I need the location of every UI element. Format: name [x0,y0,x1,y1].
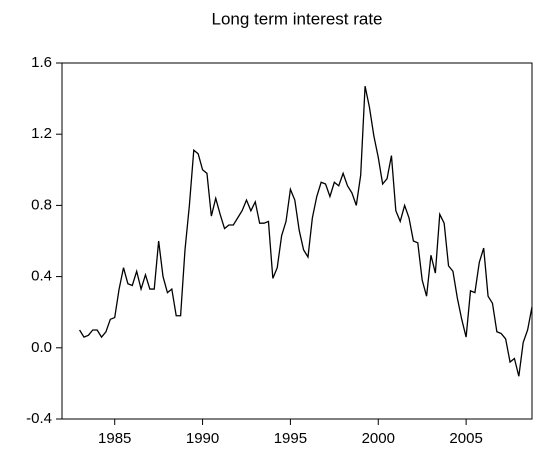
chart-title: Long term interest rate [211,9,382,28]
data-line [79,86,533,377]
y-tick-label: 1.2 [31,125,52,142]
plot-frame [61,62,533,420]
y-tick-label: 0.0 [31,339,52,356]
x-tick-label: 1995 [274,430,307,447]
x-tick-label: 2005 [449,430,482,447]
x-tick-label: 1985 [98,430,131,447]
y-tick-label: -0.4 [26,410,52,427]
x-tick-label: 2000 [362,430,395,447]
y-tick-label: 1.6 [31,54,52,71]
x-tick-label: 1990 [186,430,219,447]
y-tick-label: 0.8 [31,196,52,213]
y-tick-label: 0.4 [31,268,52,285]
